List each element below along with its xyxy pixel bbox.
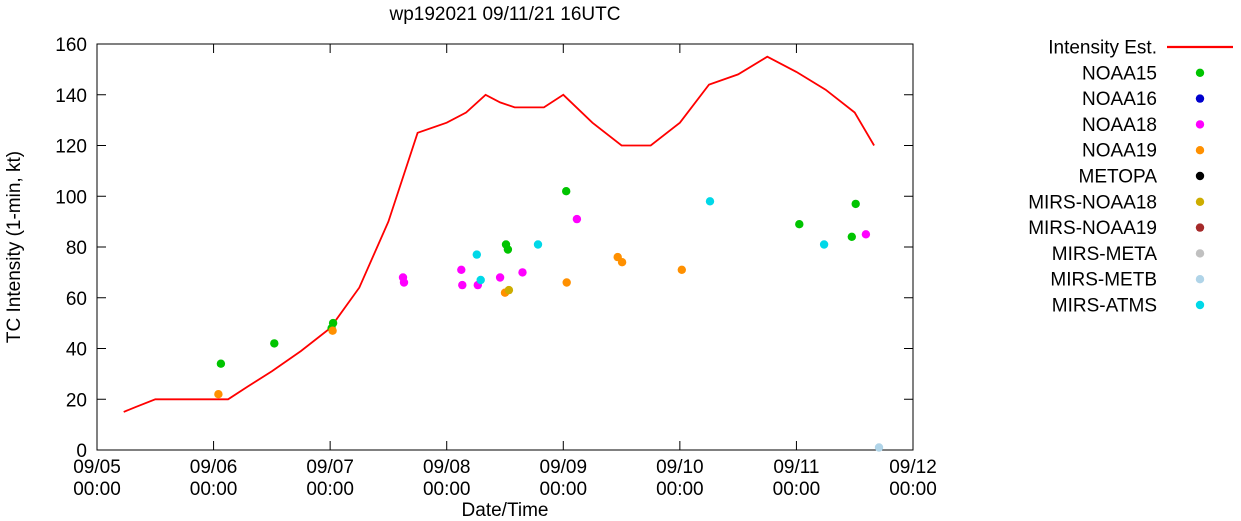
data-point-mirs-atms [819,240,829,249]
data-point-noaa15 [328,318,338,328]
x-tick-label-date: 09/12 [889,457,937,478]
legend-dot-sample [1195,171,1205,181]
legend-label: NOAA16 [1082,89,1157,110]
legend-label: MIRS-META [1052,244,1158,265]
x-tick-label-time: 00:00 [773,479,821,500]
data-point-noaa15 [270,339,279,348]
data-point-mirs-atms [533,240,543,249]
legend-label: NOAA15 [1082,63,1157,84]
data-point-mirs-atms [476,275,485,285]
chart-title: wp192021 09/11/21 16UTC [389,4,621,25]
legend-dot-sample [1195,146,1205,155]
data-point-mirs-noaa18 [504,285,514,295]
data-point-noaa15 [216,359,226,368]
y-tick-label: 100 [55,187,87,208]
x-tick-label-date: 09/09 [540,457,588,478]
legend-label: METOPA [1079,167,1158,188]
legend-label: MIRS-ATMS [1052,296,1157,317]
y-tick-label: 40 [66,340,87,361]
legend-label: MIRS-NOAA19 [1028,218,1157,239]
y-tick-label: 0 [76,441,87,462]
data-point-noaa15 [851,199,860,209]
data-point-noaa15 [795,220,804,229]
data-point-mirs-metb [874,443,884,452]
x-tick-label-time: 00:00 [656,479,704,500]
legend-label: MIRS-METB [1050,270,1157,291]
data-point-noaa18 [495,273,505,282]
y-tick-label: 140 [55,86,87,107]
y-tick-label: 80 [66,238,87,259]
x-tick-label-date: 09/06 [190,457,238,478]
x-tick-label-time: 00:00 [889,479,937,500]
y-tick-label: 120 [55,137,87,158]
legend-dot-sample [1195,300,1205,310]
y-tick-label: 20 [66,390,87,411]
data-point-noaa15 [503,245,513,254]
legend-dot-sample [1195,120,1205,129]
x-tick-label-time: 00:00 [73,479,121,500]
legend-label: MIRS-NOAA18 [1028,192,1157,213]
x-tick-label-date: 09/07 [306,457,354,478]
intensity-line [123,55,875,413]
legend-dot-sample [1195,223,1205,232]
legend-dot-sample [1195,94,1205,103]
x-axis-label: Date/Time [462,500,549,521]
legend-label: Intensity Est. [1048,38,1157,59]
legend-label: NOAA19 [1082,141,1157,162]
x-tick-label-time: 00:00 [423,479,471,500]
legend-dot-sample [1195,197,1205,206]
x-tick-label-date: 09/11 [773,457,819,478]
data-point-noaa15 [847,232,856,241]
legend-dot-sample [1195,68,1205,78]
plot-area: 02040608010012014016009/0500:0009/0600:0… [55,35,1233,500]
legend-label: NOAA18 [1082,115,1157,136]
data-point-noaa19 [328,326,337,335]
data-point-noaa15 [562,187,571,196]
x-tick-label-date: 09/05 [73,457,121,478]
y-tick-label: 60 [66,289,87,310]
x-tick-label-date: 09/10 [656,457,704,478]
data-point-mirs-atms [705,197,715,206]
x-tick-label-time: 00:00 [540,479,588,500]
data-point-noaa18 [399,278,409,287]
data-point-mirs-atms [472,250,481,259]
y-tick-label: 160 [55,35,87,56]
data-point-noaa19 [214,390,223,399]
data-point-noaa18 [572,214,582,224]
x-tick-label-time: 00:00 [190,479,238,500]
data-point-noaa18 [458,280,467,290]
x-tick-label-date: 09/08 [423,457,471,478]
data-point-noaa19 [677,265,686,274]
data-point-noaa18 [861,230,871,239]
data-point-noaa19 [617,258,627,267]
data-point-noaa18 [518,268,527,277]
legend-dot-sample [1195,275,1205,284]
legend-dot-sample [1195,249,1205,258]
data-point-noaa19 [562,278,571,287]
data-point-noaa18 [457,265,466,274]
x-tick-label-time: 00:00 [306,479,354,500]
y-axis-label: TC Intensity (1-min, kt) [4,151,25,343]
